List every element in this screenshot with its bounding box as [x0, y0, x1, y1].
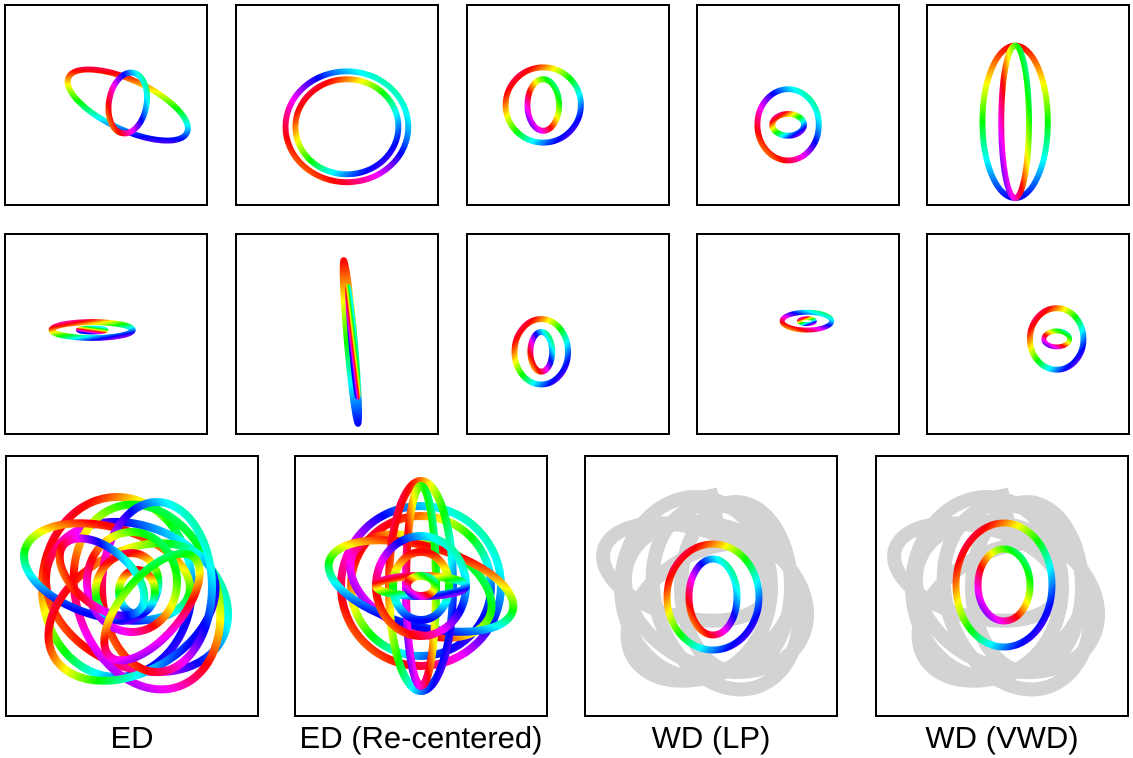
panel-result-wd-lp [584, 455, 838, 717]
panel-r2-3 [466, 233, 670, 435]
panel-r1-4 [696, 4, 900, 206]
panel-r2-1 [4, 233, 208, 435]
ellipse-inner [1041, 328, 1073, 350]
barycenter [663, 540, 763, 654]
panel-r1-1 [4, 4, 208, 206]
caption-ed: ED [110, 720, 154, 755]
panel-r1-3 [466, 4, 670, 206]
panel-r1-5 [926, 4, 1130, 206]
background-shapes [887, 487, 1106, 697]
panel-r2-5 [926, 233, 1130, 435]
caption-ed-recentered: ED (Re-centered) [299, 720, 543, 755]
ellipse-outer [48, 319, 136, 341]
ellipse-inner [292, 76, 402, 178]
ellipse-inner [797, 316, 817, 327]
caption-wd-vwd: WD (VWD) [925, 720, 1079, 755]
ellipse-outer [282, 68, 412, 186]
ellipse-outer [754, 86, 822, 164]
ellipse-inner [75, 325, 109, 335]
ellipse-inner [345, 284, 361, 400]
ellipse-inner [998, 42, 1032, 202]
caption-wd-lp: WD (LP) [651, 720, 771, 755]
ellipse-outer [1027, 305, 1087, 373]
panel-r2-4 [696, 233, 900, 435]
panel-result-wd-vwd [875, 455, 1129, 717]
ellipse-outer [502, 64, 584, 146]
panel-r1-2 [235, 4, 439, 206]
panel-result-ed [5, 455, 259, 717]
ellipse-inner [527, 329, 556, 375]
ellipse-outer [979, 42, 1051, 202]
panel-result-ed-recentered [294, 455, 548, 717]
ellipse-inner [769, 110, 807, 139]
ellipse-inner [524, 76, 563, 134]
ellipse-inner [105, 69, 151, 137]
ellipse-outer [779, 309, 835, 333]
panel-r2-2 [235, 233, 439, 435]
barycenter [952, 519, 1056, 651]
ellipse-outer [511, 316, 571, 388]
background-shapes [596, 487, 815, 697]
